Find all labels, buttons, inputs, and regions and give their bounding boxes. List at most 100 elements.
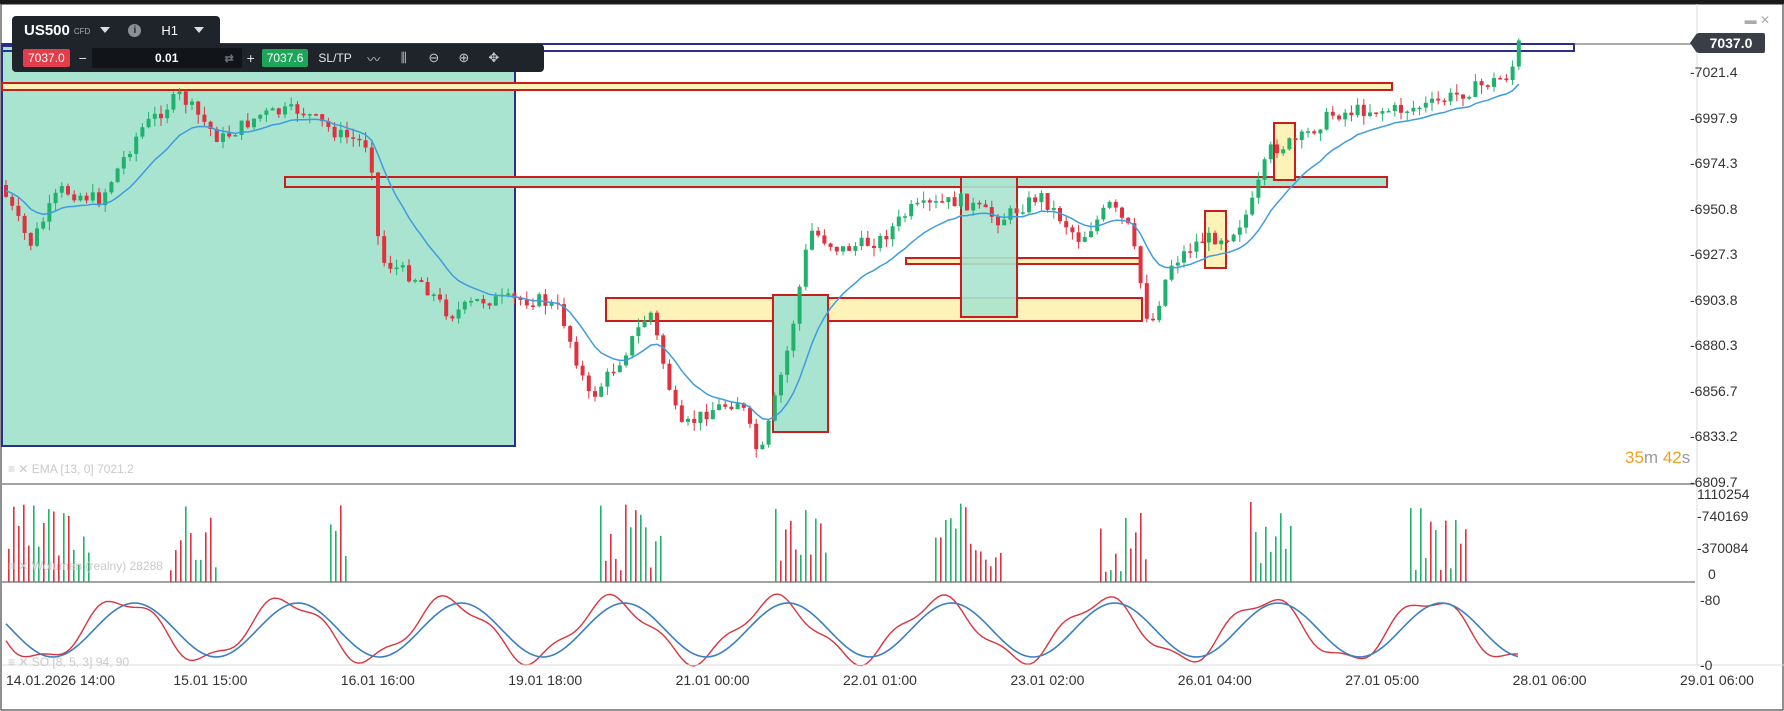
price-label: -6833.2 (1690, 428, 1738, 444)
zoom-in-icon[interactable]: ⊕ (458, 50, 470, 65)
volume-bar (630, 527, 632, 582)
candle-body (1510, 66, 1515, 81)
volume-bar (1115, 553, 1117, 582)
volume-bar (210, 517, 212, 582)
zone-red-thin[interactable] (905, 257, 1142, 265)
symbol-type: CFD (73, 27, 91, 36)
stochastic-label: -0 (1700, 657, 1713, 673)
zone-red-top[interactable] (1, 82, 1393, 91)
candle-body (921, 200, 926, 203)
sell-button[interactable]: 7037.0 (23, 49, 70, 67)
candle-body (407, 265, 411, 282)
candle-body (983, 204, 988, 208)
time-label: 29.01 06:00 (1680, 672, 1754, 688)
candle-body (159, 113, 163, 119)
candle-body (878, 236, 883, 249)
candle-body (1163, 279, 1168, 306)
volume-indicator-label[interactable]: ≡ ✕ Wolumen (realny) 28288 (8, 559, 163, 573)
close-icon[interactable]: ✕ (1759, 13, 1770, 27)
candle-body (363, 140, 368, 148)
ema-indicator-label[interactable]: ≡ ✕ EMA [13, 0] 7021.2 (8, 462, 134, 476)
candle-body (345, 129, 349, 138)
candle-body (934, 201, 938, 203)
candle-body (531, 305, 535, 307)
volume-bar (38, 546, 40, 582)
minimize-icon[interactable]: ▬ (1744, 13, 1757, 27)
volume-bar (1285, 548, 1287, 582)
volume-bar (790, 520, 792, 582)
candle-body (289, 104, 294, 107)
candle-body (723, 404, 728, 407)
crosshair-icon[interactable]: ✥ (488, 50, 500, 65)
candle-body (524, 299, 529, 306)
sltp-button[interactable]: SL/TP (318, 51, 352, 65)
candle-body (109, 182, 114, 193)
candle-body (1281, 149, 1286, 154)
price-label: -6927.3 (1690, 246, 1738, 262)
candle-body (1169, 265, 1174, 280)
candle-body (1200, 241, 1205, 244)
line-chart-icon[interactable]: 〰 (367, 51, 381, 67)
stochastic-indicator-label[interactable]: ≡ ✕ SO [8, 5, 3] 94, 90 (8, 655, 130, 669)
volume-bar (660, 535, 662, 582)
candle-body (593, 391, 597, 397)
candle-body (1436, 98, 1441, 101)
volume-bar (1415, 569, 1417, 582)
volume-bar (820, 523, 822, 582)
volume-bar (1455, 520, 1457, 582)
time-label: 27.01 05:00 (1345, 672, 1420, 688)
zone-green-v2[interactable] (960, 176, 1018, 318)
candle-body (698, 411, 703, 423)
timer-seconds: 42 (1662, 448, 1682, 467)
candle-body (1138, 246, 1143, 284)
candle-body (382, 236, 387, 263)
candle-chart-icon[interactable]: ⫼ (400, 50, 407, 65)
candle-body (264, 110, 269, 115)
candle-body (1318, 129, 1323, 134)
swap-icon[interactable]: ⇄ (224, 52, 234, 65)
volume-bar (13, 506, 15, 582)
candle-body (549, 302, 554, 306)
candle-body (1058, 207, 1062, 222)
quantity-increase-button[interactable]: + (246, 50, 255, 66)
zone-green-left[interactable] (1, 45, 516, 447)
candle-body (47, 203, 52, 222)
time-label: 19.01 18:00 (508, 672, 583, 688)
candle-body (667, 363, 672, 390)
candle-body (568, 326, 573, 342)
zoom-out-icon[interactable]: ⊖ (428, 50, 440, 65)
volume-bar (1125, 517, 1127, 582)
candle-body (735, 403, 740, 410)
volume-bar (175, 550, 177, 582)
candle-body (276, 108, 281, 115)
candle-body (989, 207, 994, 217)
volume-bar (605, 560, 607, 582)
symbol-dropdown-icon[interactable] (100, 27, 111, 33)
candle-body (791, 323, 796, 351)
volume-bar (78, 564, 80, 582)
candle-body (717, 404, 721, 411)
symbol-name[interactable]: US500 (24, 21, 70, 39)
buy-button[interactable]: 7037.6 (261, 49, 309, 67)
candle-body (580, 365, 585, 376)
timeframe-select[interactable]: H1 (161, 22, 178, 38)
candle-body (28, 232, 33, 246)
zone-yellow[interactable] (605, 297, 1143, 322)
volume-bar (1130, 548, 1132, 582)
time-label: 15.01 15:00 (173, 672, 248, 688)
candle-body (686, 418, 690, 422)
candle-body (444, 299, 449, 317)
candle-body (903, 216, 907, 218)
level-line-top[interactable] (1, 43, 1575, 52)
candle-body (431, 294, 436, 297)
current-price-tag: 7037.0 (1690, 33, 1765, 53)
zone-green-mid[interactable] (284, 176, 1388, 188)
volume-bar (180, 540, 182, 582)
quantity-input[interactable]: 0.01 ⇄ (91, 48, 242, 68)
info-icon[interactable]: i (128, 23, 142, 37)
volume-bar (620, 570, 622, 582)
quantity-decrease-button[interactable]: − (78, 50, 87, 66)
stoch-label-text: SO [8, 5, 3] 94, 90 (31, 655, 130, 669)
timeframe-dropdown-icon[interactable] (193, 27, 204, 33)
